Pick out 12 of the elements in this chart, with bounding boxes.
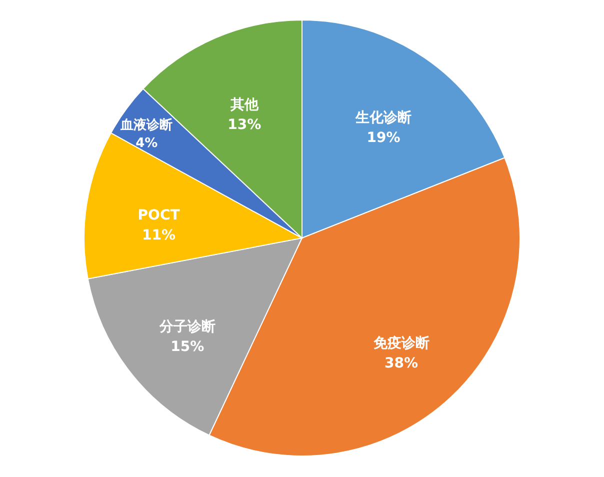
data-label: 15%	[170, 338, 204, 355]
slice-label: POCT	[138, 207, 180, 224]
data-label: 38%	[384, 356, 418, 372]
data-label: 11%	[142, 227, 176, 244]
data-label: 13%	[228, 116, 262, 133]
slice-label: 分子诊断	[158, 318, 216, 335]
slice-label: 血液诊断	[120, 117, 173, 134]
data-label: 19%	[366, 130, 400, 146]
slice-label: 其他	[229, 96, 260, 113]
slice-label: 生化诊断	[354, 110, 412, 126]
slice-label: 免疫诊断	[372, 334, 430, 352]
data-label: 4%	[136, 136, 158, 152]
